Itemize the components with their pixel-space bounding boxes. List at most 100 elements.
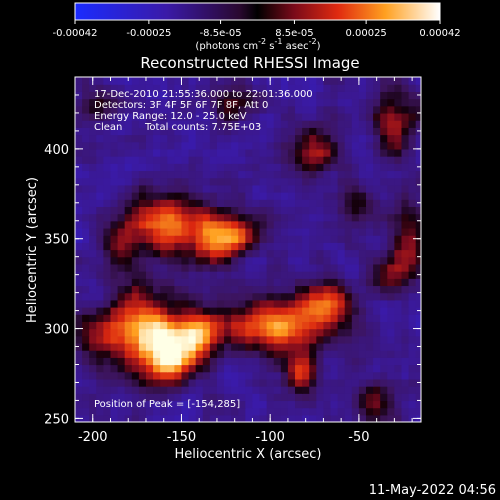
heatmap-cell	[280, 120, 289, 128]
heatmap-cell	[103, 271, 112, 279]
heatmap-cell	[295, 141, 303, 150]
heatmap-cell	[82, 314, 90, 322]
heatmap-cell	[209, 199, 218, 207]
heatmap-cell	[295, 256, 303, 265]
heatmap-cell	[323, 177, 332, 186]
heatmap-cell	[380, 91, 388, 100]
heatmap-cell	[145, 141, 154, 150]
heatmap-cell	[110, 314, 119, 322]
heatmap-cell	[138, 199, 147, 207]
heatmap-cell	[287, 127, 296, 136]
heatmap-cell	[124, 120, 133, 128]
heatmap-cell	[110, 163, 119, 172]
heatmap-cell	[330, 378, 339, 387]
heatmap-cell	[287, 84, 296, 92]
heatmap-cell	[394, 141, 403, 150]
heatmap-cell	[302, 148, 310, 157]
heatmap-cell	[131, 299, 140, 308]
heatmap-cell	[351, 227, 360, 236]
heatmap-cell	[337, 91, 346, 100]
heatmap-cell	[365, 292, 374, 301]
heatmap-cell	[181, 271, 190, 279]
heatmap-cell	[280, 292, 289, 301]
heatmap-cell	[82, 127, 90, 136]
heatmap-cell	[216, 192, 225, 200]
heatmap-cell	[167, 407, 175, 416]
colorbar-tick-label: -8.5e-05	[200, 28, 242, 39]
heatmap-cell	[96, 271, 104, 279]
heatmap-cell	[302, 364, 310, 373]
heatmap-cell	[351, 342, 360, 351]
heatmap-cell	[145, 156, 154, 164]
heatmap-cell	[259, 184, 268, 193]
heatmap-cell	[337, 371, 346, 380]
heatmap-cell	[231, 177, 239, 186]
heatmap-cell	[309, 371, 317, 380]
heatmap-cell	[209, 105, 218, 114]
heatmap-cell	[266, 407, 275, 416]
heatmap-cell	[167, 278, 175, 287]
heatmap-cell	[373, 357, 381, 366]
heatmap-cell	[160, 134, 168, 143]
heatmap-cell	[174, 77, 183, 85]
heatmap-cell	[365, 321, 374, 330]
heatmap-cell	[202, 220, 211, 229]
heatmap-cell	[202, 321, 211, 330]
heatmap-cell	[174, 127, 183, 136]
heatmap-cell	[138, 307, 147, 315]
heatmap-cell	[181, 307, 190, 315]
heatmap-cell	[387, 127, 395, 136]
heatmap-cell	[365, 263, 374, 272]
heatmap-cell	[380, 77, 388, 85]
heatmap-cell	[358, 263, 367, 272]
heatmap-cell	[216, 263, 225, 272]
heatmap-cell	[231, 256, 239, 265]
heatmap-cell	[401, 91, 410, 100]
heatmap-cell	[167, 192, 175, 200]
heatmap-cell	[351, 213, 360, 222]
heatmap-cell	[330, 278, 339, 287]
heatmap-cell	[224, 299, 232, 308]
heatmap-cell	[224, 77, 232, 85]
heatmap-cell	[252, 134, 261, 143]
heatmap-cell	[131, 199, 140, 207]
heatmap-cell	[280, 98, 289, 107]
heatmap-cell	[351, 206, 360, 215]
heatmap-cell	[323, 235, 332, 243]
heatmap-cell	[351, 192, 360, 200]
heatmap-cell	[358, 184, 367, 193]
heatmap-cell	[401, 242, 410, 251]
heatmap-cell	[188, 170, 197, 179]
heatmap-cell	[96, 285, 104, 294]
heatmap-cell	[387, 342, 395, 351]
heatmap-cell	[373, 184, 381, 193]
heatmap-cell	[380, 206, 388, 215]
heatmap-cell	[316, 227, 325, 236]
heatmap-cell	[330, 386, 339, 394]
heatmap-cell	[231, 235, 239, 243]
heatmap-cell	[209, 299, 218, 308]
heatmap-cell	[103, 192, 112, 200]
heatmap-cell	[309, 285, 317, 294]
heatmap-cell	[209, 342, 218, 351]
heatmap-cell	[273, 213, 282, 222]
heatmap-cell	[124, 141, 133, 150]
heatmap-cell	[216, 227, 225, 236]
heatmap-cell	[75, 206, 83, 215]
heatmap-cell	[259, 120, 268, 128]
heatmap-cell	[287, 350, 296, 358]
heatmap-cell	[365, 350, 374, 358]
heatmap-cell	[373, 342, 381, 351]
heatmap-cell	[394, 199, 403, 207]
annotation-energy: Energy Range: 12.0 - 25.0 keV	[94, 111, 247, 122]
heatmap-cell	[380, 199, 388, 207]
heatmap-cell	[408, 263, 417, 272]
y-tick-label: 300	[44, 323, 69, 338]
heatmap-cell	[415, 77, 421, 85]
heatmap-cell	[209, 148, 218, 157]
heatmap-cell	[216, 120, 225, 128]
heatmap-cell	[394, 386, 403, 394]
heatmap-cell	[153, 220, 161, 229]
heatmap-cell	[380, 134, 388, 143]
heatmap-cell	[117, 192, 126, 200]
